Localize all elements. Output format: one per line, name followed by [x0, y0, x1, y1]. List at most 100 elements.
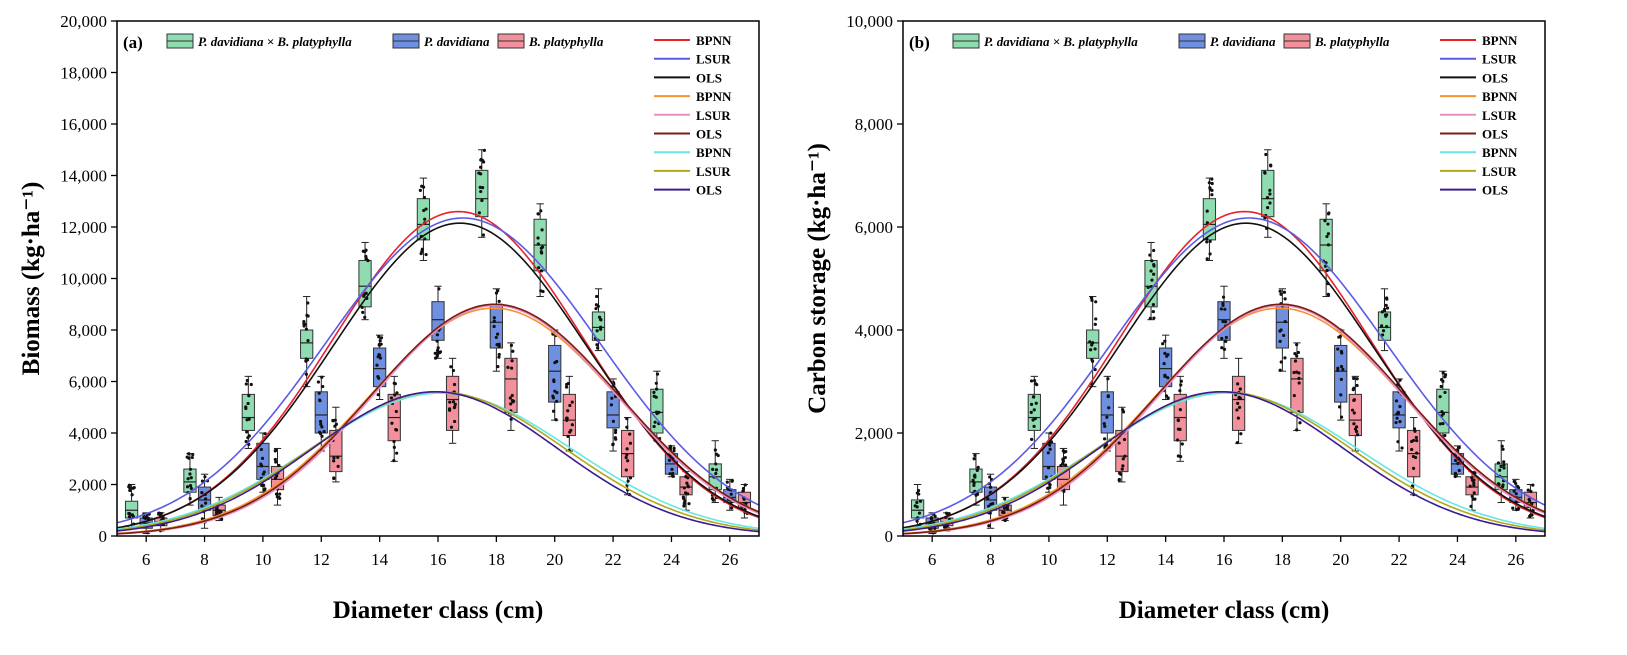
data-point	[1439, 377, 1444, 382]
data-point	[1295, 354, 1299, 358]
legend-line-entry: OLS	[1440, 183, 1508, 198]
data-point	[453, 419, 457, 424]
data-point	[185, 485, 190, 489]
data-point	[448, 400, 452, 404]
data-point	[730, 479, 734, 483]
data-point	[1396, 440, 1400, 444]
data-point	[1235, 408, 1239, 412]
data-point	[1238, 387, 1242, 391]
legend-line-label: OLS	[696, 70, 722, 85]
data-point	[595, 329, 599, 333]
data-point	[1279, 328, 1283, 332]
data-point	[685, 481, 689, 485]
data-point	[1283, 319, 1287, 324]
data-point	[448, 407, 452, 411]
data-point	[1117, 441, 1121, 445]
data-point	[316, 380, 321, 384]
plot-area	[903, 149, 1545, 535]
data-point	[1205, 221, 1209, 225]
data-point	[1439, 384, 1443, 389]
data-point	[1469, 504, 1473, 508]
data-point	[1264, 152, 1268, 157]
data-point	[188, 484, 193, 488]
data-point	[188, 497, 192, 501]
data-point	[929, 516, 933, 520]
box-body	[1348, 393, 1362, 437]
data-point	[987, 524, 991, 528]
data-point	[203, 497, 208, 501]
x-tick-label: 10	[1040, 550, 1057, 569]
data-point	[245, 430, 249, 434]
box-body	[548, 344, 562, 403]
data-point	[1239, 432, 1243, 436]
data-point	[1381, 329, 1386, 333]
data-point	[1210, 177, 1214, 181]
data-point	[628, 441, 633, 445]
data-point	[1340, 351, 1344, 355]
data-point	[1353, 427, 1358, 431]
data-point	[713, 448, 717, 452]
data-point	[451, 400, 456, 404]
data-point	[497, 355, 501, 359]
data-point	[1161, 342, 1165, 346]
data-point	[1325, 234, 1329, 239]
data-point	[1470, 494, 1474, 499]
data-point	[1221, 303, 1225, 308]
data-point	[1440, 410, 1444, 414]
chart-panel-a: 0 2,000 4,000 6,000 8,000 10,000 12,000 14,000 1…	[18, 12, 760, 624]
data-point	[1061, 449, 1065, 453]
data-point	[1103, 437, 1107, 441]
data-point	[395, 451, 399, 455]
data-point	[306, 301, 310, 305]
x-tick-label: 6	[928, 550, 937, 569]
box-body	[1100, 391, 1114, 434]
data-point	[1412, 427, 1417, 431]
data-point	[1224, 339, 1228, 344]
data-point	[422, 195, 427, 200]
data-point	[1120, 467, 1124, 471]
data-point	[1166, 376, 1170, 380]
y-tick-label: 0	[99, 527, 108, 546]
data-point	[189, 486, 193, 490]
data-point	[988, 475, 992, 479]
data-point	[375, 363, 379, 367]
data-point	[1238, 396, 1243, 400]
data-point	[389, 396, 394, 400]
data-point	[625, 425, 629, 429]
y-tick-label: 4,000	[855, 321, 893, 340]
data-point	[249, 382, 253, 387]
data-point	[540, 228, 544, 232]
data-point	[1148, 253, 1152, 257]
data-point	[1205, 240, 1209, 244]
data-point	[972, 483, 976, 487]
data-point	[449, 365, 453, 369]
data-point	[725, 480, 729, 484]
data-point	[320, 425, 324, 429]
data-point	[539, 250, 543, 254]
data-point	[624, 455, 628, 460]
data-point	[1063, 455, 1067, 460]
box-body	[1261, 169, 1275, 218]
data-point	[393, 393, 397, 397]
box-p-davidiana-20	[1334, 328, 1348, 421]
data-point	[1297, 376, 1301, 380]
data-point	[1106, 394, 1110, 398]
box-b-platyphylla-18	[504, 342, 518, 431]
data-point	[1048, 447, 1052, 451]
data-point	[743, 483, 747, 487]
data-point	[1411, 438, 1416, 443]
data-point	[259, 462, 263, 466]
chart-panel-b: 0 2,000 4,000 6,000 8,000 10,000 6 8 10 12 14 16 18 2…	[804, 12, 1546, 624]
data-point	[1498, 468, 1502, 472]
data-point	[1472, 481, 1476, 485]
box-p-davidiana-20	[548, 329, 562, 422]
data-point	[1121, 410, 1126, 414]
data-point	[1295, 343, 1299, 347]
data-point	[128, 488, 132, 493]
legend-line-label: BPNN	[696, 89, 732, 104]
data-point	[496, 365, 500, 369]
data-point	[422, 208, 426, 213]
data-point	[1457, 445, 1461, 450]
y-tick-label: 8,000	[69, 321, 107, 340]
box-b-platyphylla-16	[1231, 357, 1246, 445]
